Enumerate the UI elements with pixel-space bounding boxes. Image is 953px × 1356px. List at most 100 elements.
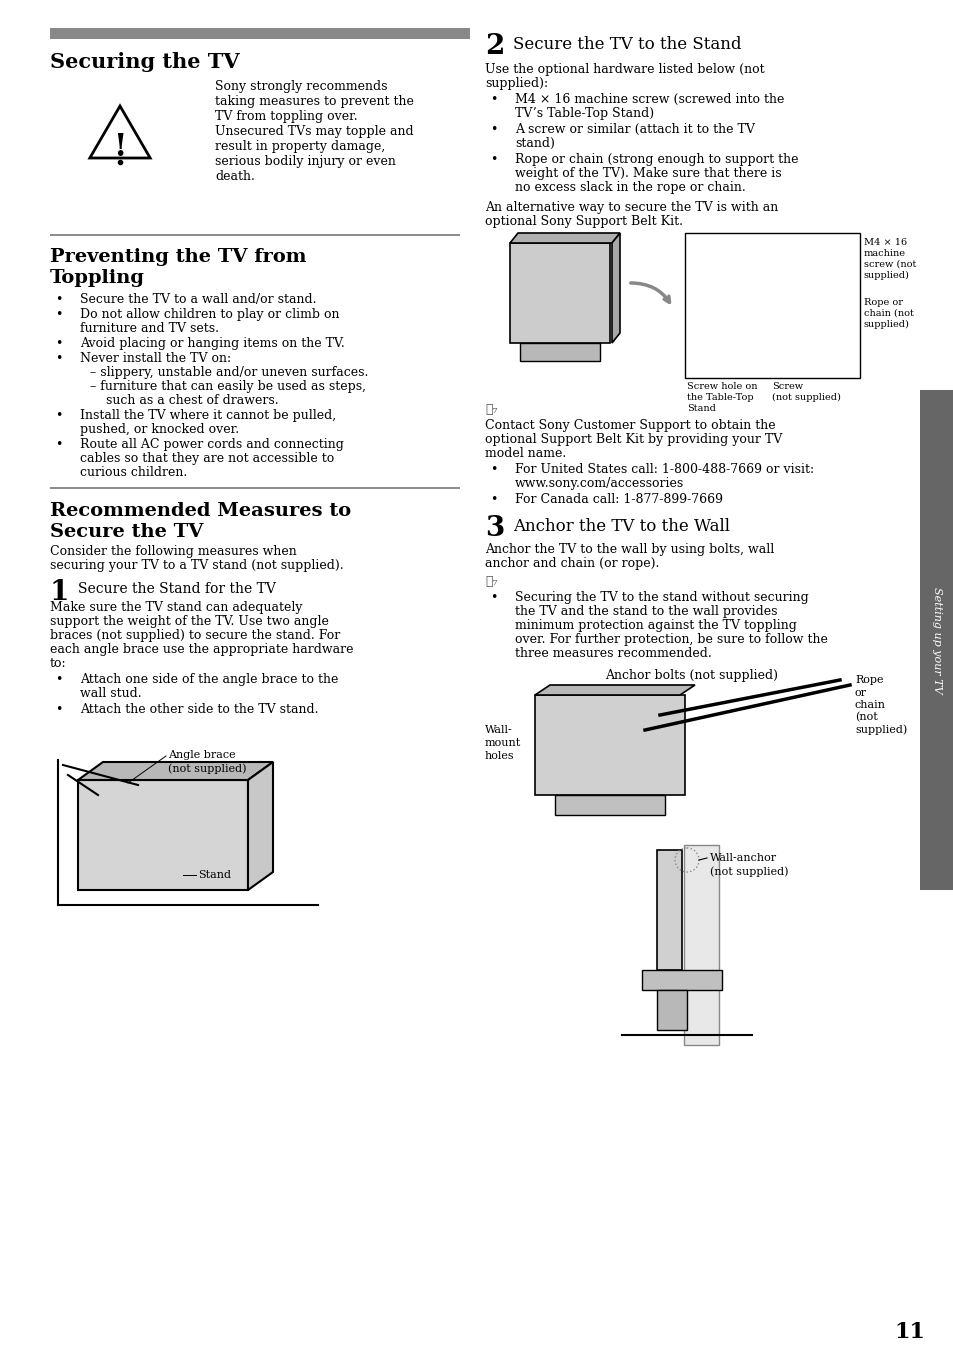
Text: anchor and chain (or rope).: anchor and chain (or rope). bbox=[484, 557, 659, 570]
Text: chain (not: chain (not bbox=[863, 309, 913, 319]
Text: A screw or similar (attach it to the TV: A screw or similar (attach it to the TV bbox=[515, 123, 754, 136]
Text: Use the optional hardware listed below (not: Use the optional hardware listed below (… bbox=[484, 62, 763, 76]
Text: •: • bbox=[490, 123, 497, 136]
Text: death.: death. bbox=[214, 170, 254, 183]
Text: •: • bbox=[55, 438, 63, 452]
Polygon shape bbox=[510, 233, 619, 243]
Bar bbox=[510, 243, 609, 343]
Text: Wall-anchor: Wall-anchor bbox=[709, 853, 777, 862]
Text: Securing the TV: Securing the TV bbox=[50, 52, 239, 72]
Text: machine: machine bbox=[863, 250, 905, 258]
Text: minimum protection against the TV toppling: minimum protection against the TV toppli… bbox=[515, 618, 796, 632]
Polygon shape bbox=[612, 233, 619, 343]
Text: •: • bbox=[490, 94, 497, 106]
Bar bbox=[657, 990, 686, 1031]
Text: Angle brace: Angle brace bbox=[168, 750, 235, 759]
Text: Never install the TV on:: Never install the TV on: bbox=[80, 353, 231, 365]
Text: Stand: Stand bbox=[686, 404, 715, 414]
Text: the TV and the stand to the wall provides: the TV and the stand to the wall provide… bbox=[515, 605, 777, 618]
Text: Anchor bolts (not supplied): Anchor bolts (not supplied) bbox=[605, 669, 778, 682]
Text: taking measures to prevent the: taking measures to prevent the bbox=[214, 95, 414, 108]
Text: Attach the other side to the TV stand.: Attach the other side to the TV stand. bbox=[80, 702, 318, 716]
Text: !: ! bbox=[113, 133, 127, 164]
Text: curious children.: curious children. bbox=[80, 466, 187, 479]
Text: •: • bbox=[490, 153, 497, 165]
Text: Contact Sony Customer Support to obtain the: Contact Sony Customer Support to obtain … bbox=[484, 419, 775, 433]
Text: supplied): supplied) bbox=[863, 271, 909, 281]
Bar bbox=[657, 850, 681, 970]
Text: For United States call: 1-800-488-7669 or visit:: For United States call: 1-800-488-7669 o… bbox=[515, 462, 813, 476]
Text: •: • bbox=[55, 308, 63, 321]
Text: Rope or: Rope or bbox=[863, 298, 902, 306]
Text: three measures recommended.: three measures recommended. bbox=[515, 647, 711, 660]
Text: model name.: model name. bbox=[484, 447, 566, 460]
Text: Attach one side of the angle brace to the: Attach one side of the angle brace to th… bbox=[80, 673, 338, 686]
Text: Screw: Screw bbox=[772, 382, 802, 391]
Text: holes: holes bbox=[484, 751, 514, 761]
Text: TV’s Table-Top Stand): TV’s Table-Top Stand) bbox=[515, 107, 654, 119]
Text: – slippery, unstable and/or uneven surfaces.: – slippery, unstable and/or uneven surfa… bbox=[90, 366, 368, 378]
Text: Consider the following measures when: Consider the following measures when bbox=[50, 545, 296, 559]
Text: weight of the TV). Make sure that there is: weight of the TV). Make sure that there … bbox=[515, 167, 781, 180]
Text: •: • bbox=[55, 673, 63, 686]
Text: serious bodily injury or even: serious bodily injury or even bbox=[214, 155, 395, 168]
Text: Stand: Stand bbox=[198, 871, 231, 880]
Text: to:: to: bbox=[50, 658, 67, 670]
Text: Recommended Measures to: Recommended Measures to bbox=[50, 502, 351, 519]
Text: Install the TV where it cannot be pulled,: Install the TV where it cannot be pulled… bbox=[80, 410, 335, 422]
Text: Secure the TV to the Stand: Secure the TV to the Stand bbox=[513, 37, 740, 53]
Bar bbox=[78, 780, 248, 890]
Bar bbox=[535, 696, 684, 795]
Text: An alternative way to secure the TV is with an: An alternative way to secure the TV is w… bbox=[484, 201, 778, 214]
Polygon shape bbox=[535, 685, 695, 696]
Text: Sony strongly recommends: Sony strongly recommends bbox=[214, 80, 387, 94]
Text: Route all AC power cords and connecting: Route all AC power cords and connecting bbox=[80, 438, 343, 452]
Text: (not: (not bbox=[854, 712, 877, 723]
Text: 2: 2 bbox=[484, 33, 504, 60]
Text: Anchor the TV to the wall by using bolts, wall: Anchor the TV to the wall by using bolts… bbox=[484, 542, 774, 556]
Text: 1: 1 bbox=[50, 579, 70, 606]
Text: M4 × 16: M4 × 16 bbox=[863, 239, 906, 247]
Text: Wall-: Wall- bbox=[484, 725, 512, 735]
Text: •: • bbox=[55, 353, 63, 365]
Bar bbox=[519, 343, 599, 361]
Text: wall stud.: wall stud. bbox=[80, 687, 141, 700]
Text: •: • bbox=[490, 462, 497, 476]
Text: www.sony.com/accessories: www.sony.com/accessories bbox=[515, 477, 683, 490]
Text: (not supplied): (not supplied) bbox=[772, 393, 841, 403]
Text: •: • bbox=[55, 702, 63, 716]
Text: Avoid placing or hanging items on the TV.: Avoid placing or hanging items on the TV… bbox=[80, 338, 344, 350]
Text: result in property damage,: result in property damage, bbox=[214, 140, 385, 153]
Text: ℳ₇: ℳ₇ bbox=[484, 403, 497, 416]
Text: Preventing the TV from: Preventing the TV from bbox=[50, 248, 306, 266]
Text: •: • bbox=[55, 293, 63, 306]
Text: ℳ₇: ℳ₇ bbox=[484, 575, 497, 589]
Text: supplied): supplied) bbox=[863, 320, 909, 330]
Text: (not supplied): (not supplied) bbox=[168, 763, 246, 773]
Text: •: • bbox=[490, 494, 497, 506]
Text: •: • bbox=[55, 410, 63, 422]
Text: securing your TV to a TV stand (not supplied).: securing your TV to a TV stand (not supp… bbox=[50, 559, 343, 572]
Text: supplied): supplied) bbox=[854, 724, 906, 735]
Text: (not supplied): (not supplied) bbox=[709, 866, 788, 876]
Text: Rope: Rope bbox=[854, 675, 882, 685]
Text: Make sure the TV stand can adequately: Make sure the TV stand can adequately bbox=[50, 601, 302, 614]
Text: the Table-Top: the Table-Top bbox=[686, 393, 753, 401]
Text: optional Sony Support Belt Kit.: optional Sony Support Belt Kit. bbox=[484, 216, 682, 228]
Bar bbox=[684, 233, 859, 378]
Text: Rope or chain (strong enough to support the: Rope or chain (strong enough to support … bbox=[515, 153, 798, 165]
Bar bbox=[683, 845, 719, 1045]
Polygon shape bbox=[248, 762, 273, 890]
Text: Setting up your TV: Setting up your TV bbox=[931, 587, 941, 693]
Text: •: • bbox=[55, 338, 63, 350]
Text: Anchor the TV to the Wall: Anchor the TV to the Wall bbox=[513, 518, 729, 536]
Text: screw (not: screw (not bbox=[863, 260, 916, 268]
Text: TV from toppling over.: TV from toppling over. bbox=[214, 110, 357, 123]
Text: Unsecured TVs may topple and: Unsecured TVs may topple and bbox=[214, 125, 414, 138]
Text: For Canada call: 1-877-899-7669: For Canada call: 1-877-899-7669 bbox=[515, 494, 722, 506]
Text: stand): stand) bbox=[515, 137, 555, 151]
Text: Do not allow children to play or climb on: Do not allow children to play or climb o… bbox=[80, 308, 339, 321]
Text: braces (not supplied) to secure the stand. For: braces (not supplied) to secure the stan… bbox=[50, 629, 340, 641]
Polygon shape bbox=[78, 762, 273, 780]
Text: chain: chain bbox=[854, 700, 885, 711]
